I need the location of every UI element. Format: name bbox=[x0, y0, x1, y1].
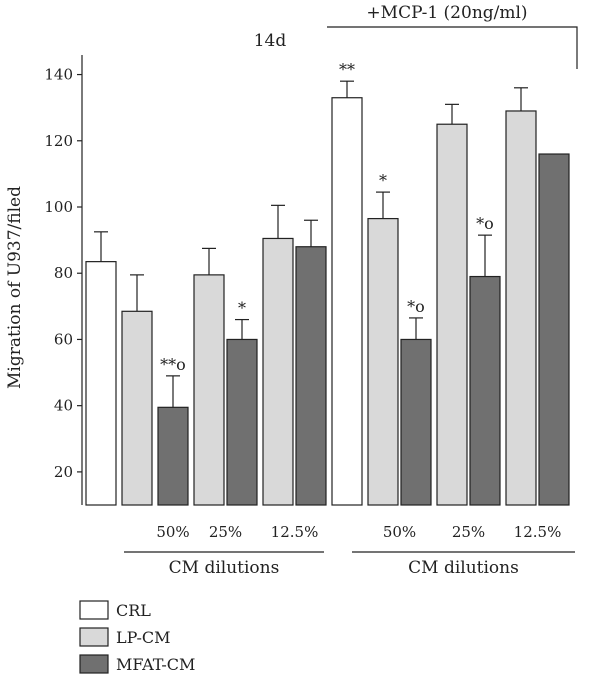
x-tick-label: 50% bbox=[156, 523, 189, 541]
chart-header: 14d +MCP-1 (20ng/ml) bbox=[254, 3, 578, 69]
bar bbox=[538, 153, 570, 506]
legend: CRL LP-CM MFAT-CM bbox=[79, 600, 195, 674]
y-tick-label: 40 bbox=[54, 397, 73, 415]
x-labels: 50% 25% 12.5% 50% 25% 12.5% CM dilutions CM dil… bbox=[124, 523, 575, 578]
bar bbox=[331, 97, 363, 506]
bar bbox=[226, 338, 258, 506]
x-tick-label: 25% bbox=[452, 523, 485, 541]
y-tick-label: 80 bbox=[54, 264, 73, 282]
bar bbox=[436, 123, 468, 506]
bar bbox=[85, 261, 117, 506]
bar bbox=[193, 274, 225, 506]
legend-label: MFAT-CM bbox=[116, 655, 195, 674]
bar bbox=[295, 246, 327, 506]
y-tick-label: 20 bbox=[54, 463, 73, 481]
y-tick-label: 120 bbox=[44, 132, 73, 150]
bar bbox=[262, 237, 294, 506]
legend-swatch bbox=[79, 627, 109, 647]
bar bbox=[469, 275, 501, 506]
bars: **o*****o*o bbox=[85, 60, 570, 506]
bar bbox=[157, 406, 189, 506]
significance-mark: * bbox=[238, 299, 246, 318]
y-axis: 20 40 60 80 100 120 140 Migration of U937/filed bbox=[5, 55, 83, 505]
legend-swatch bbox=[79, 654, 109, 674]
bar bbox=[367, 217, 399, 506]
y-axis-title: Migration of U937/filed bbox=[5, 186, 25, 389]
y-tick-label: 140 bbox=[44, 66, 73, 84]
header-time-label: 14d bbox=[254, 31, 287, 51]
y-tick-label: 60 bbox=[54, 330, 73, 348]
legend-label: LP-CM bbox=[116, 628, 171, 647]
significance-mark: **o bbox=[160, 355, 186, 374]
x-tick-label: 50% bbox=[383, 523, 416, 541]
x-tick-label: 25% bbox=[209, 523, 242, 541]
bar bbox=[121, 310, 153, 506]
header-treatment-label: +MCP-1 (20ng/ml) bbox=[366, 3, 527, 23]
significance-mark: *o bbox=[407, 297, 425, 316]
dilution-label: CM dilutions bbox=[408, 558, 519, 578]
x-tick-label: 12.5% bbox=[514, 523, 562, 541]
x-tick-label: 12.5% bbox=[271, 523, 319, 541]
treatment-bracket bbox=[327, 26, 578, 69]
significance-mark: ** bbox=[339, 60, 355, 79]
bar bbox=[400, 338, 432, 506]
legend-swatch bbox=[79, 600, 109, 620]
significance-mark: *o bbox=[476, 214, 494, 233]
legend-label: CRL bbox=[116, 601, 151, 620]
significance-mark: * bbox=[379, 171, 387, 190]
bar bbox=[505, 110, 537, 506]
dilution-label: CM dilutions bbox=[169, 558, 280, 578]
y-tick-label: 100 bbox=[44, 198, 73, 216]
